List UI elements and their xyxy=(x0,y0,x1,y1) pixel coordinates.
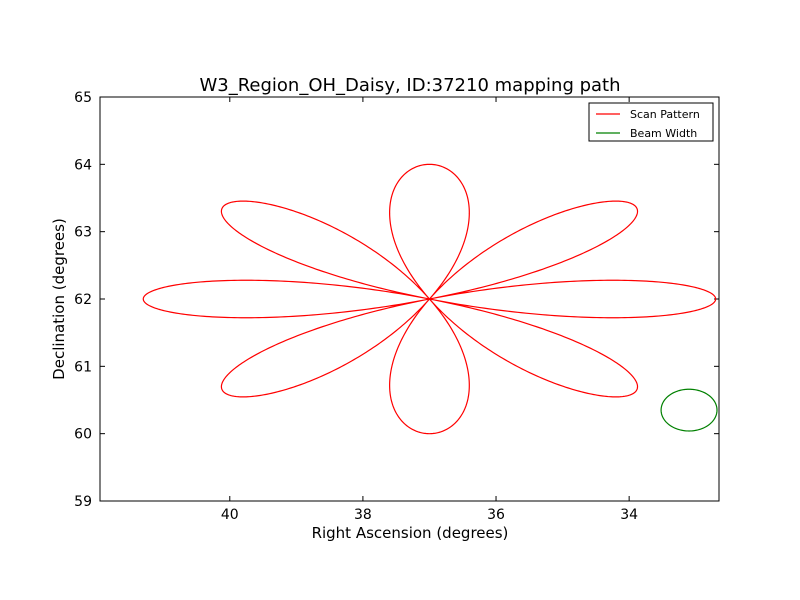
scan-pattern-line xyxy=(142,163,717,435)
plot-area xyxy=(99,96,720,502)
legend-box xyxy=(588,102,714,142)
legend-label-beam-width: Beam Width xyxy=(630,127,697,140)
beam-width-circle xyxy=(660,388,718,432)
y-tick-label: 63 xyxy=(74,225,92,241)
chart-title: W3_Region_OH_Daisy, ID:37210 mapping pat… xyxy=(199,75,620,96)
x-tick-label: 36 xyxy=(487,507,505,523)
legend-label-scan-pattern: Scan Pattern xyxy=(630,108,700,121)
y-tick-label: 64 xyxy=(74,157,92,173)
y-tick-label: 59 xyxy=(74,494,92,510)
axis-ticks: 40 38 36 34 59 60 61 62 63 64 65 xyxy=(74,90,719,523)
legend: Scan Pattern Beam Width xyxy=(588,102,714,142)
x-axis-label: Right Ascension (degrees) xyxy=(312,524,509,542)
y-axis-label: Declination (degrees) xyxy=(50,218,68,380)
x-tick-label: 34 xyxy=(620,507,638,523)
y-tick-label: 61 xyxy=(74,359,92,375)
y-tick-label: 62 xyxy=(74,292,92,308)
y-tick-label: 65 xyxy=(74,90,92,106)
y-tick-label: 60 xyxy=(74,427,92,443)
x-tick-label: 40 xyxy=(221,507,239,523)
x-tick-label: 38 xyxy=(354,507,372,523)
